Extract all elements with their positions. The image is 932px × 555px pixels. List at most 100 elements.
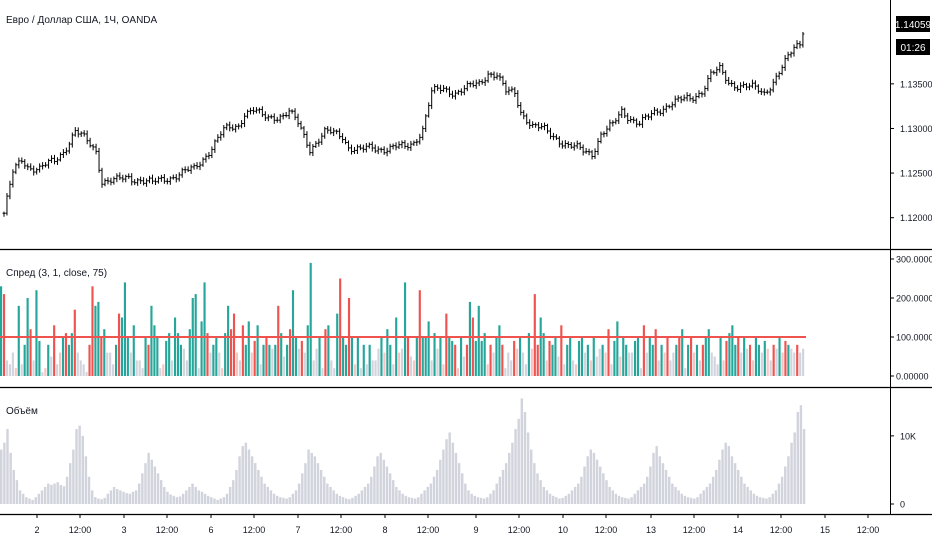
spread-bar: [448, 337, 451, 376]
time-tick-label: 12:00: [770, 525, 793, 535]
spread-bar: [760, 352, 763, 376]
price-bar: [433, 84, 437, 94]
volume-bar: [21, 493, 25, 504]
price-bar: [269, 114, 273, 119]
spread-bar: [327, 325, 330, 376]
spread-bar: [743, 337, 746, 376]
spread-bar: [790, 348, 793, 376]
price-bar: [617, 111, 621, 124]
spread-bar: [483, 333, 486, 376]
time-tick-label: 6: [208, 525, 213, 535]
price-bar: [457, 89, 460, 95]
volume-bar: [329, 486, 332, 504]
volume-bar: [206, 495, 210, 504]
volume-bar: [84, 456, 88, 504]
price-bar: [777, 71, 781, 80]
spread-bar: [17, 305, 20, 376]
spread-bar: [380, 337, 383, 376]
volume-bar: [570, 490, 574, 505]
price-bar: [38, 163, 42, 173]
last-price-badge: 1.14059: [895, 16, 932, 32]
spread-bar: [737, 337, 740, 376]
price-bar: [448, 86, 451, 98]
price-bar: [189, 164, 193, 174]
spread-bar: [442, 364, 445, 376]
price-bar: [94, 143, 98, 155]
price-bar: [549, 127, 552, 140]
volume-bar: [97, 498, 100, 504]
price-bar: [801, 31, 805, 48]
volume-bar: [693, 498, 696, 504]
price-bar: [400, 140, 404, 149]
spread-bar: [171, 360, 174, 376]
spread-bar: [168, 333, 171, 376]
spread-bar: [654, 329, 657, 376]
volume-bar: [620, 497, 624, 504]
spread-bar: [633, 340, 637, 376]
price-bar: [130, 173, 134, 186]
spread-bar: [162, 364, 165, 376]
price-bar: [706, 75, 710, 92]
spread-bar: [197, 368, 200, 376]
price-bar: [670, 101, 674, 111]
spread-bar: [687, 344, 690, 376]
spread-bar: [548, 340, 551, 376]
price-bar: [284, 111, 288, 118]
spread-bar: [67, 344, 70, 376]
spread-bar: [542, 333, 545, 376]
spread-bar: [188, 329, 191, 376]
price-bar: [676, 95, 680, 102]
spread-bar: [241, 325, 244, 376]
spread-bar: [748, 344, 752, 376]
spread-bar: [209, 352, 212, 376]
price-bar: [519, 102, 523, 116]
spread-bar: [353, 364, 356, 376]
price-bar: [50, 155, 53, 164]
volume-bar: [686, 497, 690, 504]
pane-dividers: [0, 0, 932, 516]
price-bar: [575, 140, 579, 149]
spread-bar: [64, 333, 68, 376]
volume-bar: [413, 498, 417, 504]
spread-bar: [495, 337, 498, 376]
volume-bar: [727, 446, 731, 504]
spread-bar: [722, 360, 725, 376]
price-bar: [14, 162, 18, 175]
volume-bar: [495, 483, 498, 504]
volume-bar: [639, 486, 643, 504]
price-bar: [712, 70, 716, 75]
volume-bar: [398, 490, 401, 505]
timer-badge-text: 01:26: [900, 43, 925, 54]
volume-bar: [476, 497, 480, 504]
volume-bar: [664, 469, 668, 504]
spread-bar: [345, 344, 348, 376]
price-bar: [608, 119, 612, 132]
price-bar: [415, 138, 419, 146]
spread-bar: [23, 344, 26, 376]
price-bar: [180, 167, 184, 178]
spread-bar: [704, 337, 707, 376]
spread-bar: [642, 325, 645, 376]
volume-bar: [482, 498, 486, 504]
spread-bar: [47, 344, 50, 376]
spread-bar: [436, 348, 439, 376]
volume-bar: [119, 490, 122, 505]
spread-bar: [772, 344, 775, 376]
spread-bar: [672, 352, 675, 376]
price-bar: [296, 113, 300, 128]
volume-bar: [420, 493, 423, 504]
spread-bar: [212, 344, 215, 376]
spread-bar: [763, 340, 766, 376]
volume-bar: [166, 491, 169, 504]
price-bar: [638, 120, 641, 127]
spread-bar: [2, 294, 6, 376]
volume-bar: [671, 483, 674, 504]
price-bar: [682, 94, 686, 102]
spread-bar: [684, 368, 687, 376]
volume-bar: [222, 497, 226, 504]
volume-bar: [642, 483, 646, 504]
price-bar: [471, 80, 475, 88]
spread-bar: [318, 337, 321, 376]
